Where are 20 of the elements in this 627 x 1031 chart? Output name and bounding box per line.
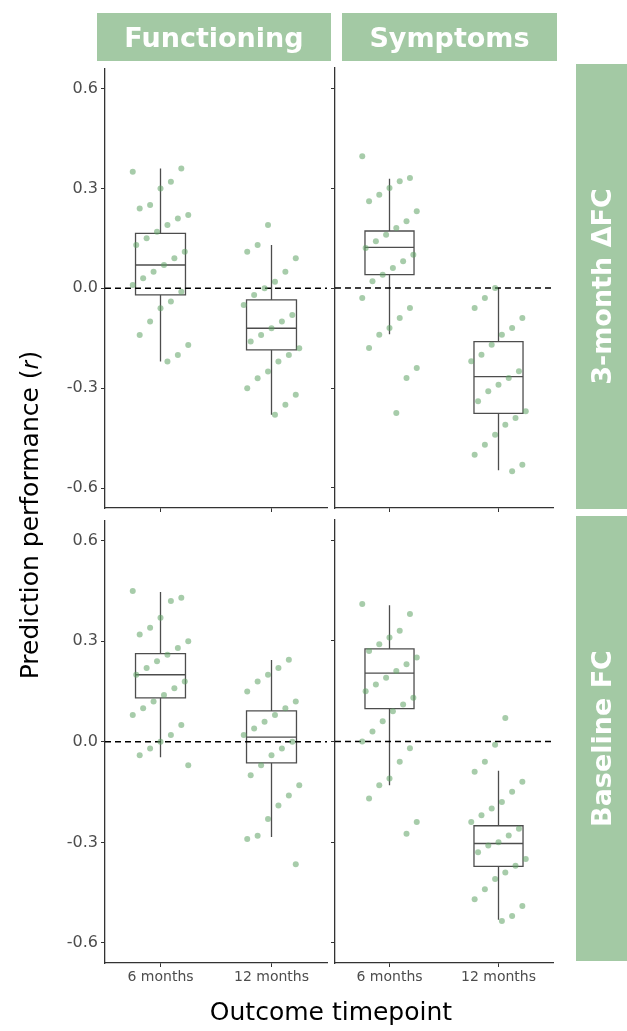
x-tick-label: 12 months xyxy=(461,968,536,985)
x-tick-label: 12 months xyxy=(234,968,309,985)
chart-title: Symptoms xyxy=(369,21,530,53)
x-tick-label: 6 months xyxy=(127,968,194,985)
y-tick-label: 0.0 xyxy=(72,277,98,297)
chart-title: Functioning xyxy=(124,21,304,53)
y-tick-label: 0.6 xyxy=(72,77,98,97)
y-axis-title: Prediction performance (𝑟) xyxy=(15,350,45,680)
y-tick-label: 0.0 xyxy=(72,730,98,750)
text: Baseline FC xyxy=(586,650,618,827)
y-tick-label: 0.3 xyxy=(72,177,98,197)
y-tick-label: -0.3 xyxy=(66,831,98,851)
text: 3-month ΔFC xyxy=(586,188,617,385)
y-tick-label: -0.6 xyxy=(66,477,98,497)
x-axis-title: Outcome timepoint xyxy=(208,997,454,1026)
x-tick-label: 6 months xyxy=(356,968,423,985)
y-tick-label: -0.6 xyxy=(66,932,98,952)
y-tick-label: -0.3 xyxy=(66,377,98,397)
y-tick-label: 0.3 xyxy=(72,630,98,650)
y-tick-label: 0.6 xyxy=(72,529,98,549)
